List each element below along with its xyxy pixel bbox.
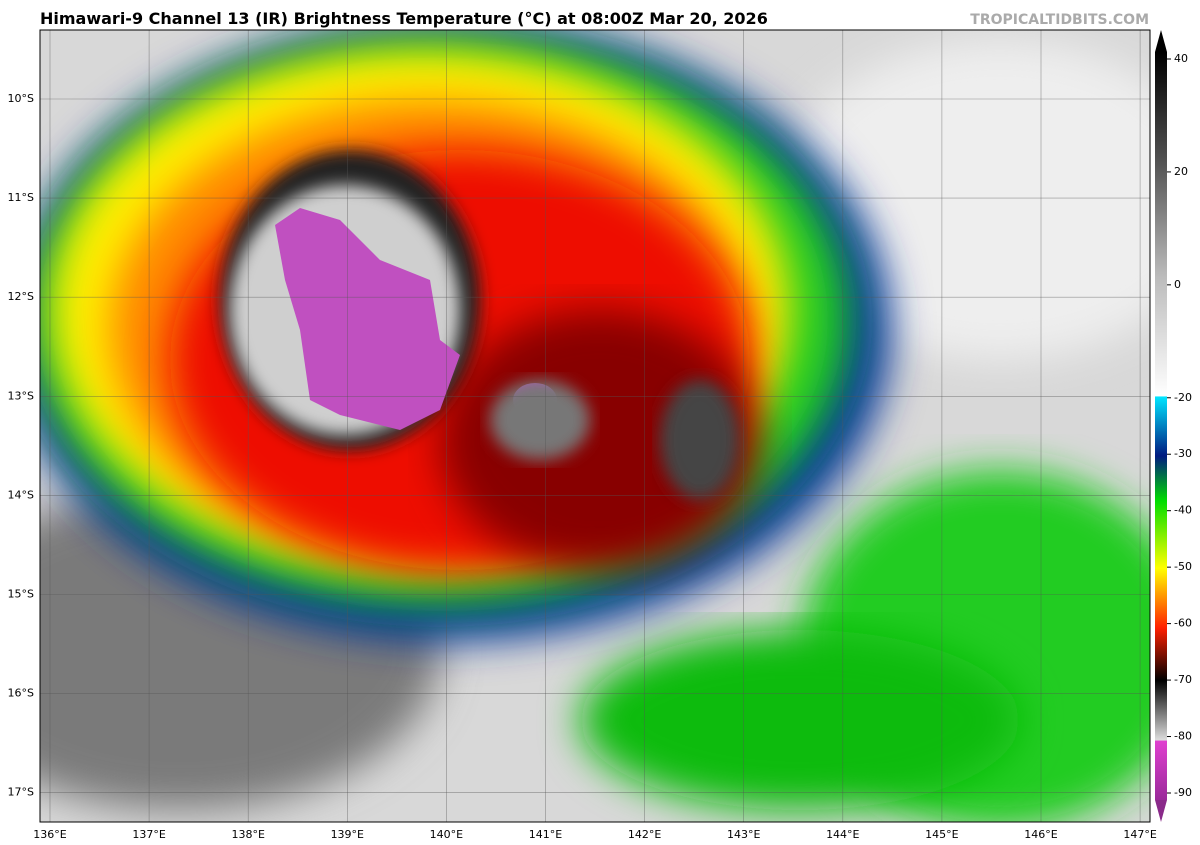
lat-label: 10°S	[8, 92, 34, 105]
graticule: 10°S 11°S 12°S 13°S 14°S 15°S 16°S 17°S 136°E 137…	[8, 30, 1157, 841]
lat-label: 15°S	[8, 588, 34, 601]
lon-label: 147°E	[1123, 828, 1156, 841]
lon-label: 139°E	[331, 828, 364, 841]
title: Himawari-9 Channel 13 (IR) Brightness Te…	[40, 9, 768, 28]
lat-label: 17°S	[8, 786, 34, 799]
colorbar-extend-bottom	[1155, 800, 1167, 822]
colorbar-extend-top	[1155, 30, 1167, 52]
colorbar-tick-label: 40	[1174, 52, 1188, 65]
lon-label: 142°E	[628, 828, 661, 841]
lon-label: 141°E	[529, 828, 562, 841]
lat-label: 12°S	[8, 290, 34, 303]
lon-label: 136°E	[33, 828, 66, 841]
lon-label: 137°E	[132, 828, 165, 841]
colorbar-tick-label: -80	[1174, 730, 1192, 743]
lon-label: 140°E	[430, 828, 463, 841]
lon-label: 143°E	[727, 828, 760, 841]
lon-label: 145°E	[925, 828, 958, 841]
credit: TROPICALTIDBITS.COM	[970, 12, 1149, 28]
colorbar-tick-label: -90	[1174, 786, 1192, 799]
colorbar-ticks: 40 20 0 -20 -30 -40 -50 -60 -70 -80 -90	[1167, 52, 1192, 799]
map-frame	[39, 29, 1151, 823]
colorbar	[1155, 52, 1167, 800]
colorbar-tick-label: -70	[1174, 673, 1192, 686]
colorbar-tick-label: -20	[1174, 391, 1192, 404]
lon-label: 138°E	[231, 828, 264, 841]
lon-label: 146°E	[1024, 828, 1057, 841]
lat-label: 13°S	[8, 389, 34, 402]
lon-label: 144°E	[826, 828, 859, 841]
colorbar-tick-label: -30	[1174, 447, 1192, 460]
lat-label: 11°S	[8, 191, 34, 204]
colorbar-tick-label: -50	[1174, 560, 1192, 573]
colorbar-tick-label: -60	[1174, 617, 1192, 630]
colorbar-tick-label: 20	[1174, 165, 1188, 178]
lat-label: 14°S	[8, 488, 34, 501]
colorbar-tick-label: -40	[1174, 504, 1192, 517]
colorbar-tick-label: 0	[1174, 278, 1181, 291]
satellite-image	[40, 30, 1150, 822]
lat-label: 16°S	[8, 687, 34, 700]
